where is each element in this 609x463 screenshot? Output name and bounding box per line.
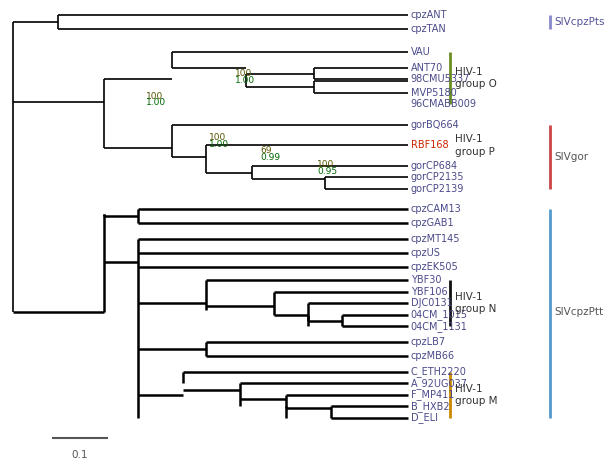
Text: YBF106: YBF106	[410, 287, 447, 297]
Text: F_MP411: F_MP411	[410, 389, 454, 400]
Text: 69: 69	[260, 146, 272, 156]
Text: cpzANT: cpzANT	[410, 10, 447, 20]
Text: D_ELI: D_ELI	[410, 412, 438, 423]
Text: cpzUS: cpzUS	[410, 248, 440, 258]
Text: 04CM_1131: 04CM_1131	[410, 321, 468, 332]
Text: 1.00: 1.00	[146, 99, 166, 107]
Text: 96CMABB009: 96CMABB009	[410, 99, 477, 109]
Text: HIV-1
group O: HIV-1 group O	[455, 67, 497, 89]
Text: RBF168: RBF168	[410, 140, 448, 150]
Text: YBF30: YBF30	[410, 275, 441, 285]
Text: SIVcpzPts: SIVcpzPts	[555, 17, 605, 27]
Text: MVP5180: MVP5180	[410, 88, 456, 98]
Text: gorCP684: gorCP684	[410, 161, 458, 171]
Text: 0.99: 0.99	[260, 153, 280, 163]
Text: SIVcpzPtt: SIVcpzPtt	[555, 307, 604, 318]
Text: cpzLB7: cpzLB7	[410, 337, 446, 347]
Text: 04CM_1015: 04CM_1015	[410, 309, 468, 320]
Text: A_92UG037: A_92UG037	[410, 378, 468, 389]
Text: cpzTAN: cpzTAN	[410, 24, 446, 34]
Text: ANT70: ANT70	[410, 63, 443, 73]
Text: B_HXB2: B_HXB2	[410, 400, 449, 412]
Text: cpzMT145: cpzMT145	[410, 234, 460, 244]
Text: VAU: VAU	[410, 47, 431, 56]
Text: 1.00: 1.00	[234, 75, 255, 85]
Text: 100: 100	[317, 160, 334, 169]
Text: 100: 100	[234, 69, 252, 78]
Text: HIV-1
group M: HIV-1 group M	[455, 383, 498, 406]
Text: 100: 100	[146, 92, 164, 100]
Text: gorBQ664: gorBQ664	[410, 120, 459, 130]
Text: 98CMU5337: 98CMU5337	[410, 74, 470, 84]
Text: cpzMB66: cpzMB66	[410, 351, 455, 361]
Text: HIV-1
group N: HIV-1 group N	[455, 292, 496, 314]
Text: cpzGAB1: cpzGAB1	[410, 218, 454, 228]
Text: 100: 100	[209, 133, 226, 142]
Text: 0.95: 0.95	[317, 167, 337, 176]
Text: cpzEK505: cpzEK505	[410, 262, 459, 272]
Text: cpzCAM13: cpzCAM13	[410, 205, 462, 214]
Text: C_ETH2220: C_ETH2220	[410, 366, 466, 377]
Text: gorCP2139: gorCP2139	[410, 184, 464, 194]
Text: HIV-1
group P: HIV-1 group P	[455, 134, 495, 156]
Text: DJC0131: DJC0131	[410, 298, 452, 308]
Text: 1.00: 1.00	[209, 139, 229, 149]
Text: gorCP2135: gorCP2135	[410, 173, 464, 182]
Text: SIVgor: SIVgor	[555, 152, 589, 162]
Text: 0.1: 0.1	[71, 450, 88, 460]
